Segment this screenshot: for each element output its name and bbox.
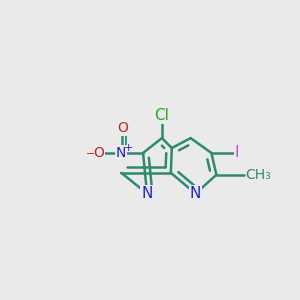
Text: Cl: Cl bbox=[154, 108, 169, 123]
Text: N: N bbox=[190, 186, 201, 201]
Text: O: O bbox=[117, 121, 128, 135]
Text: I: I bbox=[235, 146, 239, 160]
Text: O: O bbox=[94, 146, 104, 160]
Text: N: N bbox=[141, 186, 153, 201]
Text: N: N bbox=[116, 146, 126, 160]
Text: +: + bbox=[124, 142, 134, 153]
Text: −: − bbox=[85, 149, 95, 160]
Text: CH₃: CH₃ bbox=[246, 168, 272, 182]
